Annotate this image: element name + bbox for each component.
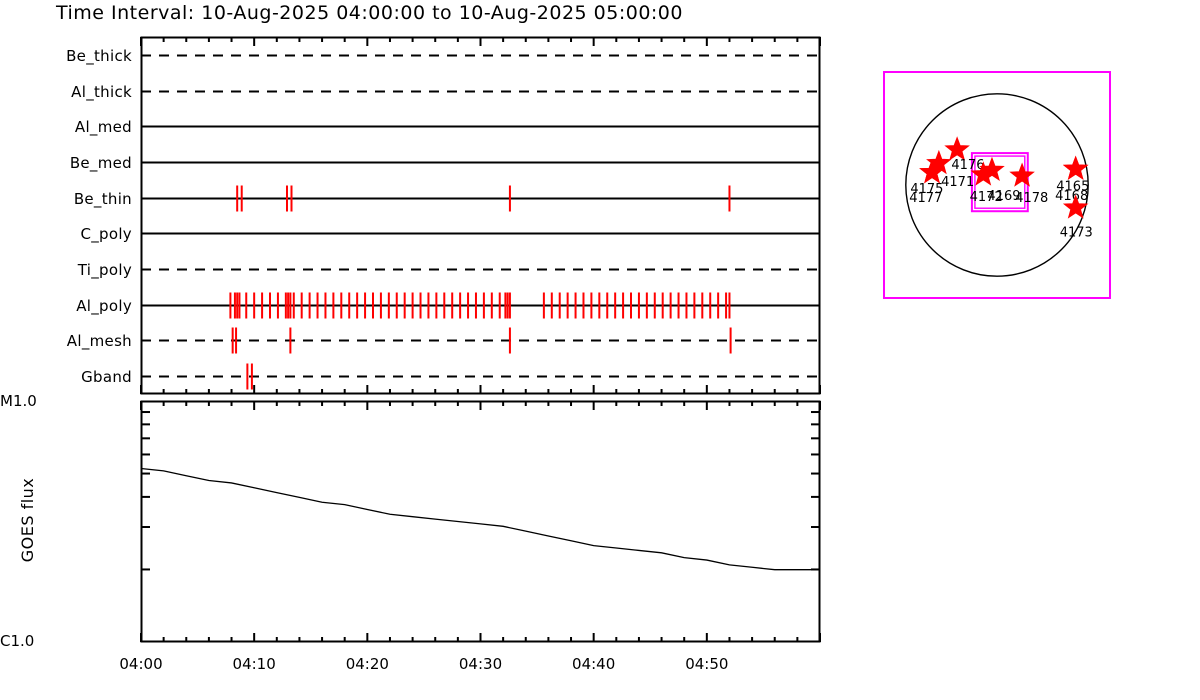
- x-tick-label: 04:10: [232, 655, 276, 673]
- flux-ytick-bottom: C1.0: [0, 632, 35, 650]
- active-region-label-4172: 4172: [970, 190, 1003, 205]
- solar-disk-panel[interactable]: 4176 4171 4175 4177 4172 4169 4178 4165 4168 4173: [883, 71, 1111, 299]
- active-region-label-4171: 4171: [941, 175, 974, 190]
- filter-label-be_thick: Be_thick: [66, 46, 132, 65]
- active-region-star-4169: [979, 156, 1005, 182]
- x-tick-label: 04:40: [572, 655, 616, 673]
- x-axis-tick-labels: 04:00 04:10 04:20 04:30 04:40 04:50: [0, 655, 1200, 679]
- filter-label-c_poly: C_poly: [80, 224, 132, 243]
- goes-flux-panel[interactable]: [140, 400, 821, 643]
- disk-outer-box: [883, 71, 1111, 299]
- flux-frame: [140, 400, 821, 643]
- active-region-label-4173: 4173: [1060, 225, 1093, 240]
- active-region-star-4177: [919, 159, 945, 184]
- goes-flux-svg[interactable]: [140, 400, 821, 643]
- page-title: Time Interval: 10-Aug-2025 04:00:00 to 1…: [56, 2, 683, 24]
- filter-row-labels: Be_thick Al_thick Al_med Be_med Be_thin C_pol…: [0, 37, 136, 394]
- filter-label-al_poly: Al_poly: [76, 296, 132, 315]
- active-region-label-4178: 4178: [1015, 191, 1048, 206]
- filter-label-gband: Gband: [81, 367, 132, 386]
- active-region-label-4177: 4177: [909, 191, 942, 206]
- x-tick-label: 04:20: [345, 655, 389, 673]
- active-region-star-4173: [1062, 194, 1089, 219]
- filter-label-ti_poly: Ti_poly: [77, 260, 132, 279]
- filter-timeline-svg[interactable]: [140, 36, 821, 395]
- filter-label-al_mesh: Al_mesh: [66, 331, 132, 350]
- solar-limb-circle: [905, 93, 1089, 277]
- x-tick-label: 04:50: [685, 655, 729, 673]
- active-region-star-4176: [944, 136, 970, 161]
- filter-label-be_thin: Be_thin: [73, 189, 132, 208]
- x-tick-label: 04:30: [458, 655, 503, 673]
- filter-label-al_thick: Al_thick: [71, 82, 132, 101]
- active-region-label-4176: 4176: [951, 158, 984, 173]
- filter-label-al_med: Al_med: [74, 117, 132, 136]
- flux-axis-label: GOES flux: [18, 477, 37, 563]
- filter-timeline-panel[interactable]: [140, 36, 821, 395]
- active-region-label-4165: 4165: [1056, 180, 1089, 195]
- active-region-star-4168: [1062, 155, 1089, 180]
- filter-label-be_med: Be_med: [69, 153, 132, 172]
- x-tick-label: 04:00: [119, 655, 163, 673]
- active-region-label-4169: 4169: [987, 189, 1020, 204]
- active-region-label-4175: 4175: [910, 182, 943, 197]
- active-region-label-4168: 4168: [1055, 189, 1088, 204]
- goes-flux-line: [140, 467, 820, 571]
- active-region-star-4178: [1009, 162, 1035, 187]
- flux-ytick-top: M1.0: [0, 392, 37, 410]
